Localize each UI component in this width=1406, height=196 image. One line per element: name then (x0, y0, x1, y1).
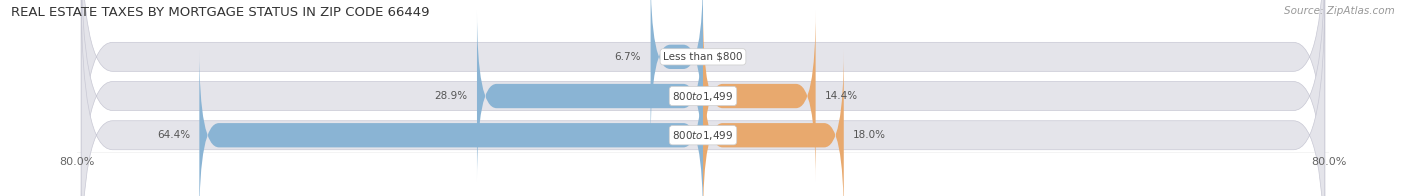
Text: REAL ESTATE TAXES BY MORTGAGE STATUS IN ZIP CODE 66449: REAL ESTATE TAXES BY MORTGAGE STATUS IN … (11, 6, 430, 19)
FancyBboxPatch shape (651, 0, 703, 143)
FancyBboxPatch shape (477, 10, 703, 182)
Text: $800 to $1,499: $800 to $1,499 (672, 90, 734, 103)
FancyBboxPatch shape (82, 0, 1324, 196)
Text: 0.0%: 0.0% (714, 52, 741, 62)
Text: 64.4%: 64.4% (157, 130, 190, 140)
Text: Source: ZipAtlas.com: Source: ZipAtlas.com (1284, 6, 1395, 16)
FancyBboxPatch shape (82, 0, 1324, 196)
Text: 28.9%: 28.9% (434, 91, 468, 101)
Text: Less than $800: Less than $800 (664, 52, 742, 62)
Text: $800 to $1,499: $800 to $1,499 (672, 129, 734, 142)
Text: 14.4%: 14.4% (825, 91, 858, 101)
FancyBboxPatch shape (703, 49, 844, 196)
Text: 6.7%: 6.7% (614, 52, 641, 62)
Text: 18.0%: 18.0% (853, 130, 886, 140)
FancyBboxPatch shape (82, 0, 1324, 196)
FancyBboxPatch shape (200, 49, 703, 196)
FancyBboxPatch shape (703, 10, 815, 182)
